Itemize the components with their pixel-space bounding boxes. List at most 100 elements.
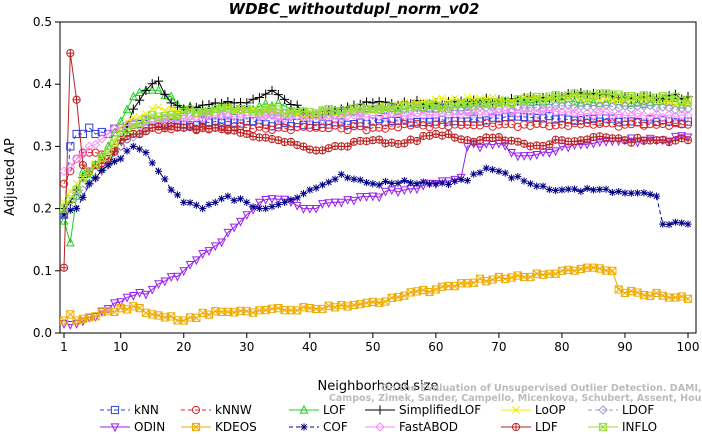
legend-item-inflo: INFLO bbox=[588, 420, 657, 434]
data-point bbox=[273, 89, 283, 100]
data-point bbox=[248, 116, 258, 126]
legend-label: SimplifiedLOF bbox=[399, 403, 481, 417]
data-point bbox=[507, 174, 516, 182]
data-point bbox=[85, 123, 94, 132]
data-point bbox=[531, 102, 542, 113]
data-point bbox=[444, 177, 453, 187]
series-line bbox=[63, 267, 689, 322]
data-point bbox=[626, 111, 637, 121]
data-point bbox=[583, 118, 592, 128]
data-point bbox=[330, 198, 340, 208]
data-point bbox=[66, 142, 75, 151]
data-point bbox=[98, 166, 106, 174]
data-point bbox=[161, 175, 169, 183]
data-point bbox=[312, 184, 320, 192]
data-point bbox=[532, 119, 541, 128]
data-point bbox=[135, 95, 145, 105]
data-point bbox=[544, 149, 554, 158]
data-point bbox=[268, 202, 276, 211]
data-point bbox=[677, 132, 687, 142]
data-point bbox=[312, 123, 321, 132]
data-point bbox=[627, 138, 636, 147]
data-point bbox=[210, 242, 220, 252]
legend-marker bbox=[598, 405, 608, 415]
legend-marker bbox=[110, 423, 120, 433]
data-point bbox=[205, 200, 213, 209]
data-point bbox=[671, 218, 679, 226]
data-point bbox=[659, 220, 667, 228]
y-tick-label: 0.3 bbox=[33, 139, 52, 153]
series-line bbox=[63, 145, 689, 226]
legend-label: KDEOS bbox=[215, 420, 257, 434]
data-point bbox=[399, 110, 410, 121]
data-point bbox=[393, 188, 403, 198]
data-point bbox=[229, 98, 239, 108]
data-point bbox=[91, 161, 100, 170]
data-point bbox=[261, 98, 271, 108]
data-point bbox=[476, 169, 484, 177]
data-point bbox=[349, 122, 359, 131]
data-point bbox=[532, 96, 542, 106]
data-point bbox=[128, 104, 138, 114]
data-point bbox=[563, 100, 574, 111]
legend-item-kdeos: KDEOS bbox=[181, 420, 257, 434]
data-point bbox=[557, 120, 567, 129]
data-point bbox=[72, 95, 81, 104]
data-point bbox=[292, 106, 302, 116]
data-point bbox=[147, 285, 157, 295]
data-point bbox=[254, 92, 264, 103]
data-point bbox=[343, 120, 352, 129]
data-point bbox=[273, 195, 283, 205]
data-point bbox=[576, 120, 585, 129]
legend-marker bbox=[598, 422, 608, 432]
data-point bbox=[570, 185, 579, 193]
data-point bbox=[444, 117, 453, 126]
data-point bbox=[552, 186, 560, 195]
data-point bbox=[551, 121, 560, 130]
data-point bbox=[136, 145, 144, 153]
legend: kNN kNNW LOF SimplifiedLOF LoOP LDOF ODIN KDEOS… bbox=[100, 403, 657, 434]
data-point bbox=[374, 193, 384, 203]
data-point bbox=[431, 117, 440, 126]
legend-marker bbox=[299, 404, 309, 414]
legend-label: LDOF bbox=[622, 403, 654, 417]
data-point bbox=[394, 179, 402, 187]
data-point bbox=[526, 113, 535, 122]
data-point bbox=[135, 289, 145, 298]
data-point bbox=[73, 205, 81, 213]
data-point bbox=[166, 98, 176, 108]
data-point bbox=[349, 196, 359, 206]
data-point bbox=[469, 137, 478, 146]
data-point bbox=[91, 174, 100, 182]
data-point bbox=[306, 186, 314, 194]
legend-marker bbox=[511, 422, 521, 432]
data-point bbox=[425, 131, 434, 140]
data-point bbox=[198, 250, 208, 259]
x-tick-label: 20 bbox=[176, 340, 191, 354]
y-tick-label: 0.4 bbox=[33, 77, 52, 91]
data-point bbox=[223, 228, 233, 238]
legend-item-cof: COF bbox=[289, 420, 348, 434]
data-point bbox=[627, 189, 635, 197]
data-point bbox=[526, 152, 535, 161]
data-point bbox=[236, 119, 245, 128]
legend-label: FastABOD bbox=[399, 420, 458, 434]
x-tick-label: 50 bbox=[365, 340, 380, 354]
legend-item-knn: kNN bbox=[100, 403, 159, 417]
data-point bbox=[147, 84, 157, 94]
data-point bbox=[380, 112, 391, 123]
data-point bbox=[368, 117, 377, 126]
data-point bbox=[520, 112, 529, 121]
data-point bbox=[482, 116, 491, 125]
data-point bbox=[110, 299, 119, 309]
data-point bbox=[469, 114, 478, 123]
data-point bbox=[583, 184, 591, 193]
data-point bbox=[620, 101, 630, 111]
data-point bbox=[104, 148, 113, 157]
series-kdeos bbox=[60, 263, 693, 325]
series-line bbox=[63, 121, 689, 184]
legend-item-ldf: LDF bbox=[501, 420, 558, 434]
data-point bbox=[78, 149, 88, 160]
data-point bbox=[621, 189, 629, 197]
